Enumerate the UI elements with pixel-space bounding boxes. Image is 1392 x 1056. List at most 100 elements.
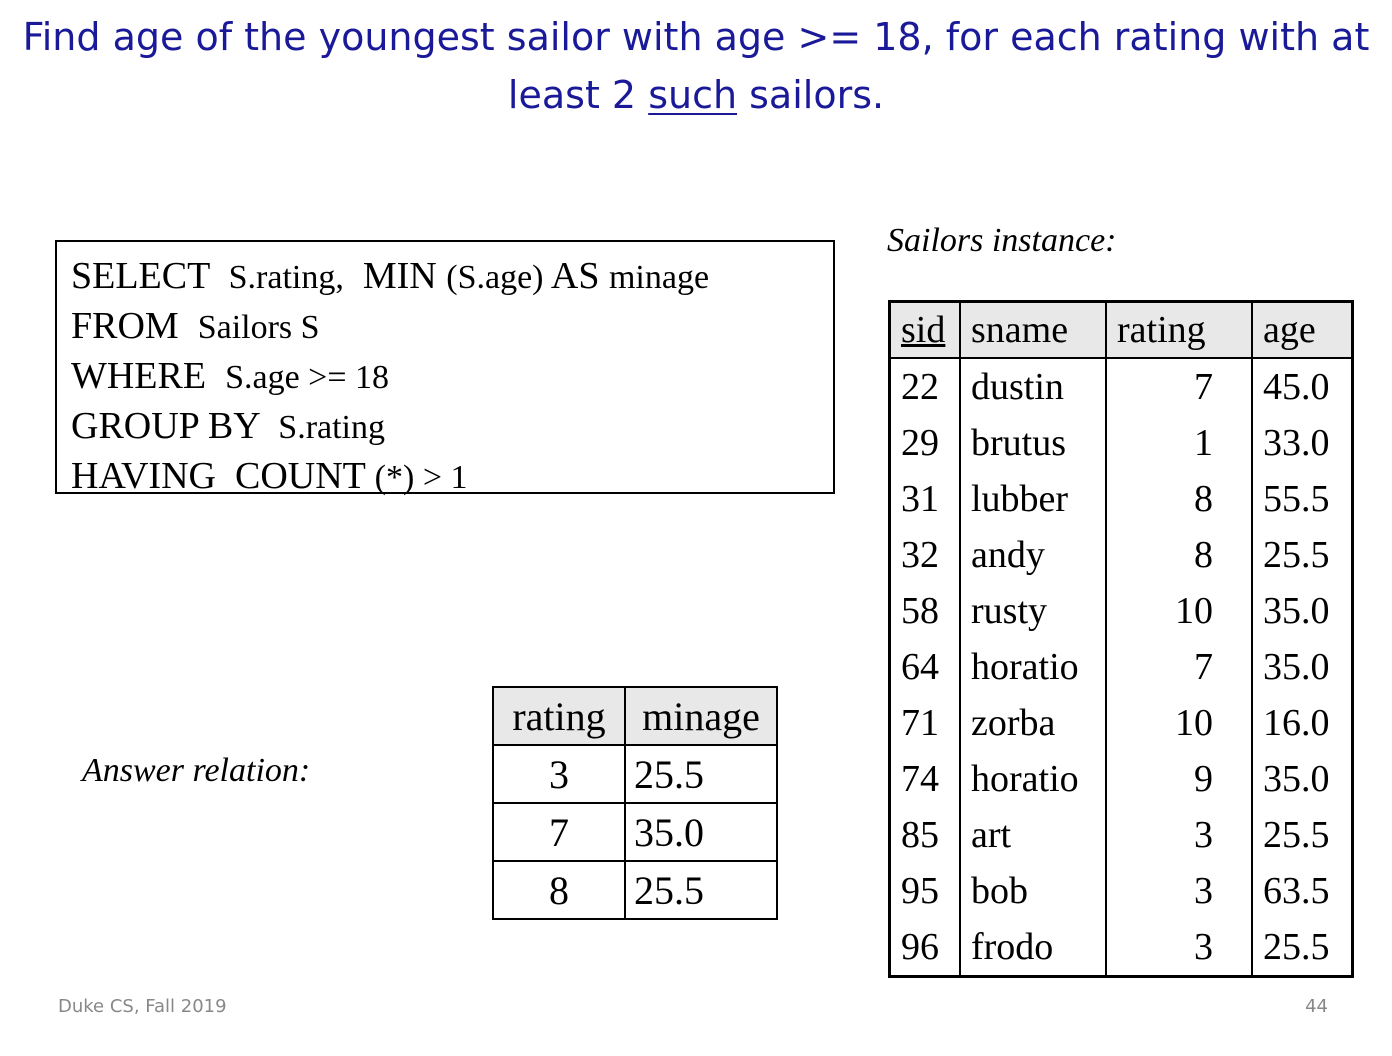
cell-sname: rusty — [959, 583, 1106, 639]
cell-sid: 71 — [901, 702, 939, 744]
cell-sid: 95 — [901, 870, 939, 912]
cell-rating: 7 — [1105, 639, 1252, 695]
cell-sname: frodo — [959, 919, 1106, 977]
table-row: 32 andy 8 25.5 — [890, 527, 1353, 583]
sql-argument: (S.age) — [446, 259, 544, 296]
column-header-sid: sid — [889, 301, 960, 359]
sql-argument: minage — [608, 259, 710, 296]
cell-sname: dustin — [959, 358, 1106, 415]
sql-argument: S.rating — [278, 409, 385, 446]
column-header-rating: rating — [492, 686, 626, 746]
answer-table: rating minage 3 25.5 7 35.0 8 25.5 — [492, 686, 778, 920]
sql-argument: Sailors S — [197, 309, 320, 346]
answer-caption: Answer relation: — [82, 752, 311, 789]
sql-having-line: HAVING COUNT (*) > 1 — [71, 452, 833, 502]
column-header-age: age — [1251, 301, 1353, 359]
sailors-caption: Sailors instance: — [887, 222, 1117, 259]
sql-argument: (*) > 1 — [374, 459, 468, 496]
cell-sname: horatio — [959, 639, 1106, 695]
cell-minage: 25.5 — [624, 744, 778, 804]
title-text-start: Find age of the youngest sailor with age… — [22, 15, 1370, 117]
table-row: 96 frodo 3 25.5 — [890, 919, 1353, 977]
cell-rating: 7 — [492, 802, 626, 862]
sql-argument: S.rating, — [228, 259, 344, 296]
table-row: 85 art 3 25.5 — [890, 807, 1353, 863]
cell-sname: andy — [959, 527, 1106, 583]
cell-sname: bob — [959, 863, 1106, 919]
title-underlined-word: such — [648, 73, 738, 117]
cell-rating: 3 — [1105, 807, 1252, 863]
sql-keyword: WHERE — [71, 355, 207, 397]
cell-rating: 3 — [492, 744, 626, 804]
column-header-sname: sname — [959, 301, 1106, 359]
cell-sid: 64 — [901, 646, 939, 688]
cell-age: 35.0 — [1251, 639, 1353, 695]
sql-argument: S.age >= 18 — [225, 359, 390, 396]
cell-age: 25.5 — [1251, 527, 1353, 583]
sql-keyword: AS — [550, 255, 600, 297]
cell-sid: 85 — [901, 814, 939, 856]
table-row: 22 dustin 7 45.0 — [890, 358, 1353, 415]
cell-rating: 3 — [1105, 863, 1252, 919]
sql-keyword: GROUP BY — [71, 405, 260, 447]
cell-rating: 8 — [492, 860, 626, 920]
cell-sid: 96 — [901, 926, 939, 968]
sql-select-line: SELECT S.rating, MIN (S.age) AS minage — [71, 252, 833, 302]
cell-age: 35.0 — [1251, 583, 1353, 639]
table-row: 58 rusty 10 35.0 — [890, 583, 1353, 639]
sql-keyword: HAVING — [71, 455, 216, 497]
cell-age: 25.5 — [1251, 919, 1353, 977]
cell-sid: 31 — [901, 478, 939, 520]
table-header-row: rating minage — [492, 686, 778, 746]
cell-rating: 10 — [1105, 583, 1252, 639]
cell-rating: 9 — [1105, 751, 1252, 807]
page-number: 44 — [1305, 996, 1328, 1017]
cell-rating: 8 — [1105, 471, 1252, 527]
cell-sid: 32 — [901, 534, 939, 576]
cell-age: 35.0 — [1251, 751, 1353, 807]
sql-groupby-line: GROUP BY S.rating — [71, 402, 833, 452]
table-row: 95 bob 3 63.5 — [890, 863, 1353, 919]
sql-keyword: COUNT — [234, 455, 366, 497]
cell-sname: lubber — [959, 471, 1106, 527]
table-row: 31 lubber 8 55.5 — [890, 471, 1353, 527]
column-header-minage: minage — [624, 686, 778, 746]
cell-age: 25.5 — [1251, 807, 1353, 863]
cell-age: 63.5 — [1251, 863, 1353, 919]
cell-minage: 35.0 — [624, 802, 778, 862]
table-row: 71 zorba 10 16.0 — [890, 695, 1353, 751]
cell-age: 45.0 — [1251, 358, 1353, 415]
table-header-row: sid sname rating age — [889, 301, 1353, 359]
cell-rating: 3 — [1105, 919, 1252, 977]
cell-age: 33.0 — [1251, 415, 1353, 471]
cell-rating: 10 — [1105, 695, 1252, 751]
column-header-rating: rating — [1105, 301, 1252, 359]
cell-rating: 8 — [1105, 527, 1252, 583]
cell-age: 55.5 — [1251, 471, 1353, 527]
cell-age: 16.0 — [1251, 695, 1353, 751]
cell-sid: 58 — [901, 590, 939, 632]
cell-sid: 74 — [901, 758, 939, 800]
sql-from-line: FROM Sailors S — [71, 302, 833, 352]
table-row: 8 25.5 — [492, 860, 778, 920]
cell-sname: zorba — [959, 695, 1106, 751]
sql-keyword: FROM — [71, 305, 179, 347]
cell-sid: 29 — [901, 422, 939, 464]
sql-keyword: SELECT — [71, 255, 210, 297]
cell-rating: 7 — [1105, 358, 1252, 415]
cell-rating: 1 — [1105, 415, 1252, 471]
table-row: 29 brutus 1 33.0 — [890, 415, 1353, 471]
sql-query-box: SELECT S.rating, MIN (S.age) AS minage F… — [55, 240, 835, 497]
cell-sid: 22 — [901, 366, 939, 408]
title-text-end: sailors. — [737, 73, 885, 117]
cell-minage: 25.5 — [624, 860, 778, 920]
cell-sname: art — [959, 807, 1106, 863]
slide-title: Find age of the youngest sailor with age… — [20, 8, 1372, 124]
sailors-table: sid sname rating age 22 dustin 7 45.0 29 brut… — [888, 300, 1354, 978]
sql-keyword: MIN — [362, 255, 437, 297]
sql-where-line: WHERE S.age >= 18 — [71, 352, 833, 402]
cell-sname: horatio — [959, 751, 1106, 807]
table-row: 64 horatio 7 35.0 — [890, 639, 1353, 695]
cell-sname: brutus — [959, 415, 1106, 471]
table-row: 74 horatio 9 35.0 — [890, 751, 1353, 807]
